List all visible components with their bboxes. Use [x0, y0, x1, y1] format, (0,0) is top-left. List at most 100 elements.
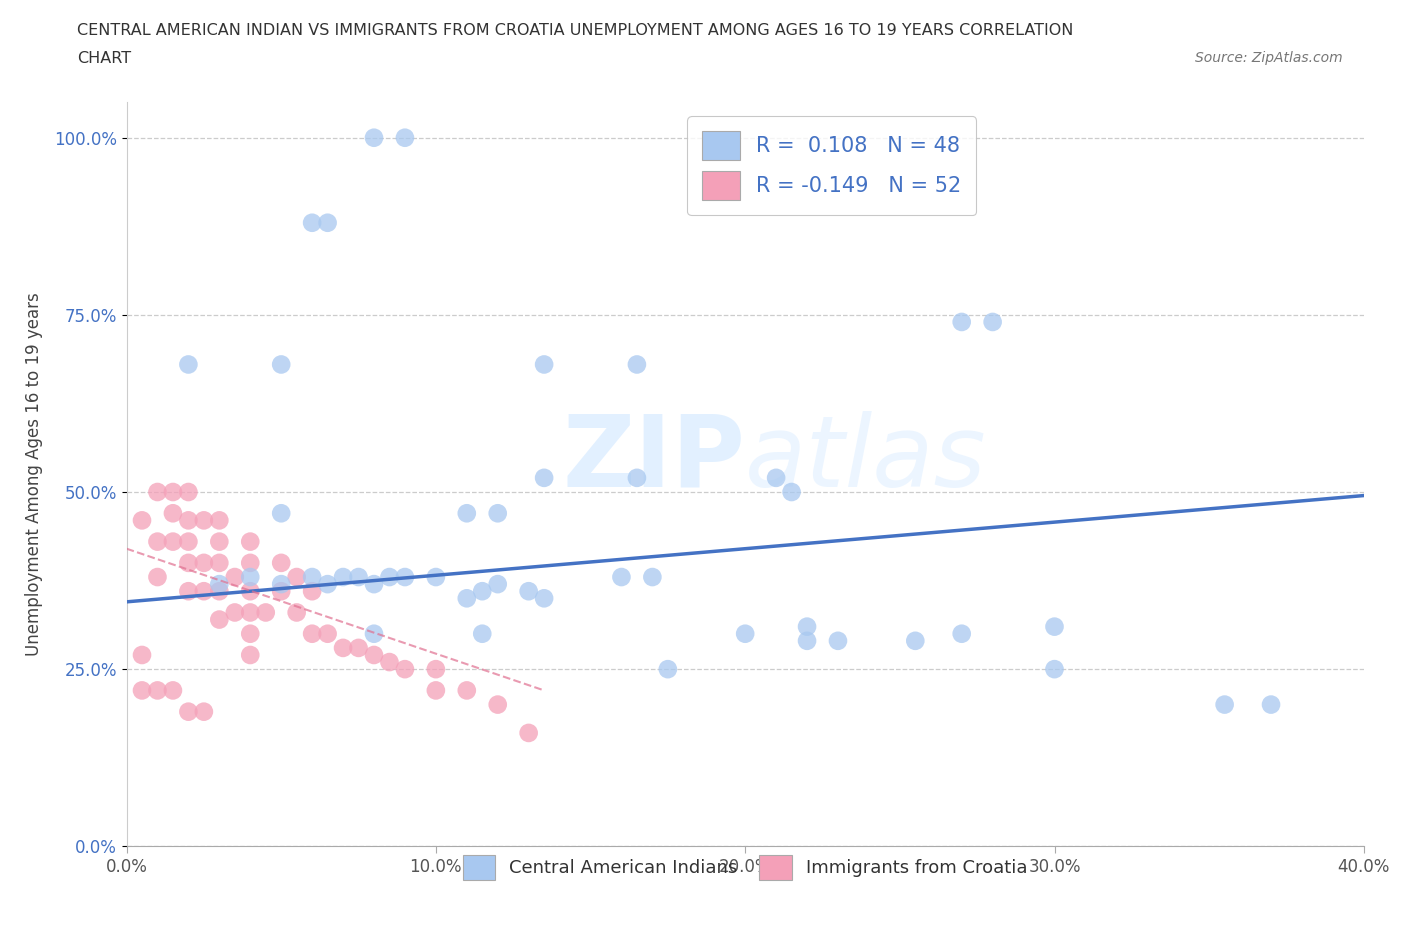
- Point: [316, 216, 339, 231]
- Text: CENTRAL AMERICAN INDIAN VS IMMIGRANTS FROM CROATIA UNEMPLOYMENT AMONG AGES 16 TO: CENTRAL AMERICAN INDIAN VS IMMIGRANTS FR…: [77, 23, 1074, 38]
- Point: [734, 626, 756, 641]
- Point: [394, 662, 416, 677]
- Point: [316, 577, 339, 591]
- Point: [486, 698, 509, 712]
- Point: [657, 662, 679, 677]
- Point: [626, 357, 648, 372]
- Point: [347, 569, 370, 584]
- Point: [796, 619, 818, 634]
- Point: [486, 506, 509, 521]
- Point: [471, 584, 494, 599]
- Point: [610, 569, 633, 584]
- Point: [332, 569, 354, 584]
- Point: [146, 485, 169, 499]
- Point: [193, 513, 215, 528]
- Point: [177, 584, 200, 599]
- Point: [224, 605, 246, 620]
- Y-axis label: Unemployment Among Ages 16 to 19 years: Unemployment Among Ages 16 to 19 years: [25, 292, 42, 657]
- Point: [146, 534, 169, 549]
- Point: [177, 357, 200, 372]
- Point: [270, 584, 292, 599]
- Point: [285, 569, 308, 584]
- Point: [950, 314, 973, 329]
- Point: [378, 655, 401, 670]
- Point: [239, 534, 262, 549]
- Point: [780, 485, 803, 499]
- Point: [270, 577, 292, 591]
- Point: [131, 647, 153, 662]
- Point: [332, 641, 354, 656]
- Point: [301, 216, 323, 231]
- Point: [827, 633, 849, 648]
- Point: [177, 534, 200, 549]
- Point: [162, 534, 184, 549]
- Point: [301, 626, 323, 641]
- Point: [239, 555, 262, 570]
- Point: [517, 725, 540, 740]
- Point: [162, 683, 184, 698]
- Point: [1213, 698, 1236, 712]
- Point: [394, 569, 416, 584]
- Point: [270, 506, 292, 521]
- Text: atlas: atlas: [745, 411, 987, 508]
- Point: [456, 591, 478, 605]
- Point: [162, 506, 184, 521]
- Point: [239, 605, 262, 620]
- Point: [301, 584, 323, 599]
- Point: [363, 626, 385, 641]
- Point: [193, 704, 215, 719]
- Point: [425, 662, 447, 677]
- Point: [765, 471, 787, 485]
- Point: [177, 555, 200, 570]
- Point: [363, 577, 385, 591]
- Point: [456, 683, 478, 698]
- Point: [486, 577, 509, 591]
- Point: [239, 569, 262, 584]
- Point: [456, 506, 478, 521]
- Point: [208, 612, 231, 627]
- Point: [177, 704, 200, 719]
- Point: [517, 584, 540, 599]
- Point: [239, 647, 262, 662]
- Point: [177, 513, 200, 528]
- Point: [208, 534, 231, 549]
- Point: [471, 626, 494, 641]
- Point: [394, 130, 416, 145]
- Point: [146, 569, 169, 584]
- Text: Source: ZipAtlas.com: Source: ZipAtlas.com: [1195, 51, 1343, 65]
- Point: [641, 569, 664, 584]
- Point: [981, 314, 1004, 329]
- Point: [208, 577, 231, 591]
- Point: [796, 633, 818, 648]
- Point: [193, 555, 215, 570]
- Point: [425, 683, 447, 698]
- Point: [533, 471, 555, 485]
- Point: [950, 626, 973, 641]
- Point: [239, 626, 262, 641]
- Point: [1043, 619, 1066, 634]
- Point: [131, 683, 153, 698]
- Point: [1043, 662, 1066, 677]
- Point: [270, 357, 292, 372]
- Point: [378, 569, 401, 584]
- Point: [131, 513, 153, 528]
- Text: CHART: CHART: [77, 51, 131, 66]
- Point: [425, 569, 447, 584]
- Point: [208, 584, 231, 599]
- Point: [285, 605, 308, 620]
- Point: [193, 584, 215, 599]
- Point: [239, 584, 262, 599]
- Point: [162, 485, 184, 499]
- Point: [533, 357, 555, 372]
- Point: [316, 626, 339, 641]
- Text: ZIP: ZIP: [562, 411, 745, 508]
- Point: [208, 555, 231, 570]
- Point: [270, 555, 292, 570]
- Point: [363, 647, 385, 662]
- Point: [347, 641, 370, 656]
- Point: [626, 471, 648, 485]
- Point: [224, 569, 246, 584]
- Point: [146, 683, 169, 698]
- Point: [254, 605, 277, 620]
- Point: [301, 569, 323, 584]
